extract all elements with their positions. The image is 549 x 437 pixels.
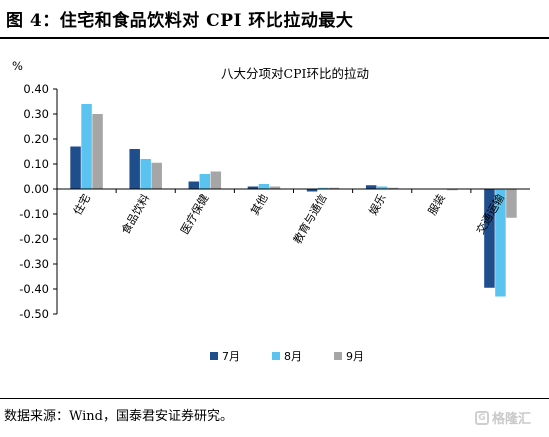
bar [247,186,259,189]
y-tick-label: -0.20 [19,232,49,246]
bar [210,171,222,189]
legend: 7月 8月 9月 [210,350,364,363]
bar [258,184,270,189]
chart-title: 八大分项对CPI环比的拉动 [221,66,369,81]
x-category-label: 服装 [426,192,448,218]
y-tick-label: 0.00 [23,182,49,196]
x-category-label: 医疗保健 [177,192,211,237]
bar-chart: 八大分项对CPI环比的拉动 % 0.40 0.30 0.20 0.10 0.00 -0.1… [12,59,530,363]
x-axis: 住宅 食品饮料 医疗保健 其他 教育与通信 娱乐 服装 交通运输 [57,188,530,247]
bar [328,187,340,189]
y-tick-label: -0.10 [19,207,49,221]
x-category-label: 食品饮料 [118,192,152,237]
legend-label: 9月 [346,350,364,363]
bar [506,189,517,218]
bar [92,114,103,189]
y-axis: 0.40 0.30 0.20 0.10 0.00 -0.10 -0.20 -0.30 -0.40… [19,82,58,321]
y-tick-label: 0.20 [23,132,49,146]
footer-rule [0,398,549,399]
bar [387,187,399,189]
y-tick-label: 0.10 [23,157,49,171]
x-category-label: 娱乐 [366,192,389,218]
legend-swatch [210,352,218,360]
bar [317,187,329,189]
bar [199,174,211,189]
bar [365,185,377,189]
legend-label: 8月 [284,350,302,363]
bars [70,104,517,297]
bar [376,186,388,189]
figure-title: 图 4：住宅和食品饮料对 CPI 环比拉动最大 [6,11,354,31]
y-tick-label: 0.30 [23,107,49,121]
title-rule [0,37,549,39]
y-tick-label: -0.40 [19,282,49,296]
y-unit-label: % [12,59,23,73]
source-note: 数据来源：Wind，国泰君安证券研究。 [4,409,233,424]
watermark-text: 格隆汇 [492,412,532,427]
y-tick-label: -0.50 [19,307,49,321]
legend-swatch [272,352,280,360]
x-category-label: 教育与通信 [290,192,330,247]
bar [188,181,200,189]
legend-swatch [334,352,342,360]
x-category-label: 住宅 [70,192,93,218]
bar [306,189,318,192]
legend-label: 7月 [222,350,240,363]
watermark-logo-icon: G [475,410,489,425]
bar [151,162,162,189]
bar [447,189,458,191]
bar [140,159,151,189]
y-tick-label: 0.40 [23,82,49,96]
y-tick-label: -0.30 [19,257,49,271]
bar [495,189,506,297]
bar [484,189,495,288]
bar [70,146,81,189]
bar [81,104,92,189]
watermark: G 格隆汇 [475,408,531,427]
x-category-label: 其他 [248,192,270,218]
bar [129,149,140,189]
bar [269,186,281,189]
